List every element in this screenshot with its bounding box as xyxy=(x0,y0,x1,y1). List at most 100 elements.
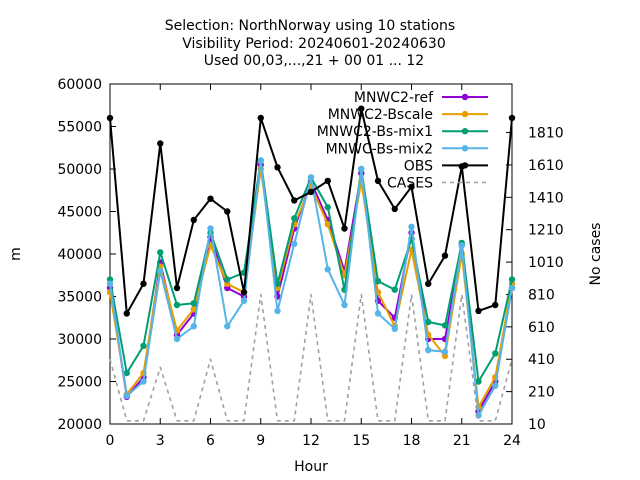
data-point xyxy=(190,300,197,307)
legend-entry: OBS xyxy=(404,158,488,174)
data-point xyxy=(173,284,181,292)
data-point xyxy=(274,307,281,315)
y2-tick-label: 1010 xyxy=(528,255,564,271)
x-tick-label: 18 xyxy=(403,433,421,449)
legend-entry: MNWC2-Bs-mix1 xyxy=(317,124,488,140)
data-point xyxy=(358,165,365,173)
x-tick-label: 6 xyxy=(206,433,215,449)
data-point xyxy=(441,348,449,355)
series-line xyxy=(109,293,513,422)
data-point xyxy=(157,267,164,275)
data-point xyxy=(374,177,382,185)
y2-tick-label: 1410 xyxy=(528,190,564,206)
series-layer xyxy=(106,105,516,422)
data-point xyxy=(173,335,181,343)
data-point xyxy=(458,242,465,249)
data-point xyxy=(425,318,432,326)
y2-tick-label: 610 xyxy=(528,320,555,336)
series-mnwc-bs-mix2 xyxy=(106,157,516,419)
data-point xyxy=(358,105,365,112)
data-point xyxy=(291,215,298,222)
y2-tick-label: 410 xyxy=(528,352,555,368)
data-point xyxy=(274,280,281,287)
y-tick-label: 50000 xyxy=(57,162,102,178)
x-tick-label: 24 xyxy=(503,433,521,449)
data-point xyxy=(441,322,449,329)
y2-tick-label: 1810 xyxy=(528,126,564,142)
data-point xyxy=(106,280,114,287)
legend-label: CASES xyxy=(387,176,433,192)
x-tick-label: 9 xyxy=(256,433,265,449)
legend-label: MNWC2-ref xyxy=(354,90,434,106)
y-tick-label: 25000 xyxy=(57,375,102,391)
y-tick-label: 40000 xyxy=(57,247,102,263)
y-tick-label: 35000 xyxy=(57,290,102,306)
data-point xyxy=(508,114,516,122)
data-point xyxy=(475,378,482,385)
legend-label: MNWC2-Bscale xyxy=(328,107,433,123)
x-tick-label: 12 xyxy=(302,433,320,449)
data-point xyxy=(224,208,231,215)
legend-marker xyxy=(461,145,469,152)
data-point xyxy=(291,197,298,204)
data-point xyxy=(341,225,348,232)
data-point xyxy=(324,266,331,273)
y2-tick-label: 10 xyxy=(528,417,546,433)
data-point xyxy=(240,289,248,296)
data-point xyxy=(307,188,315,196)
data-point xyxy=(106,114,114,122)
data-point xyxy=(190,323,197,330)
chart-title-line-2: Visibility Period: 20240601-20240630 xyxy=(182,36,446,52)
legend-label: OBS xyxy=(404,158,433,174)
y-tick-label: 45000 xyxy=(57,205,102,221)
data-point xyxy=(240,297,248,304)
data-point xyxy=(441,252,449,259)
data-point xyxy=(157,249,164,256)
y-tick-label: 55000 xyxy=(57,120,102,136)
data-point xyxy=(224,323,231,330)
data-point xyxy=(123,310,130,317)
data-point xyxy=(408,223,415,230)
legend-marker xyxy=(461,162,469,169)
legend-entry: MNWC-Bs-mix2 xyxy=(326,141,488,157)
data-point xyxy=(157,140,164,147)
data-point xyxy=(492,350,499,357)
data-point xyxy=(140,378,147,385)
data-point xyxy=(374,310,382,317)
series-obs xyxy=(106,105,516,317)
data-point xyxy=(224,276,231,283)
data-point xyxy=(307,174,315,181)
legend-marker xyxy=(461,93,469,101)
x-axis-label: Hour xyxy=(294,459,328,475)
data-point xyxy=(190,306,197,313)
legend-label: MNWC2-Bs-mix1 xyxy=(317,124,433,140)
data-point xyxy=(274,164,281,171)
legend-marker xyxy=(461,128,469,135)
x-tick-label: 15 xyxy=(352,433,370,449)
y2-tick-label: 1210 xyxy=(528,223,564,239)
data-point xyxy=(391,286,398,293)
data-point xyxy=(173,301,181,309)
data-point xyxy=(291,240,298,247)
axis-ticks: 20000 25000 30000 35000 40000 45000 50000 55000… xyxy=(57,77,563,449)
x-tick-label: 0 xyxy=(106,433,115,449)
series-cases xyxy=(109,293,513,422)
y-tick-label: 60000 xyxy=(57,77,102,93)
data-point xyxy=(190,216,197,224)
data-point xyxy=(408,183,415,191)
y-tick-label: 30000 xyxy=(57,332,102,348)
legend: MNWC2-refMNWC2-BscaleMNWC2-Bs-mix1MNWC-B… xyxy=(317,90,488,192)
y2-tick-label: 210 xyxy=(528,385,555,401)
data-point xyxy=(140,280,147,287)
data-point xyxy=(508,284,516,292)
data-point xyxy=(324,177,331,185)
data-point xyxy=(425,280,432,287)
legend-entry: CASES xyxy=(387,176,488,192)
data-point xyxy=(391,325,398,332)
legend-marker xyxy=(461,110,469,118)
data-point xyxy=(475,307,482,315)
chart-title: Selection: NorthNorway using 10 stations… xyxy=(165,18,455,69)
data-point xyxy=(257,114,264,122)
legend-entry: MNWC2-ref xyxy=(354,90,488,106)
